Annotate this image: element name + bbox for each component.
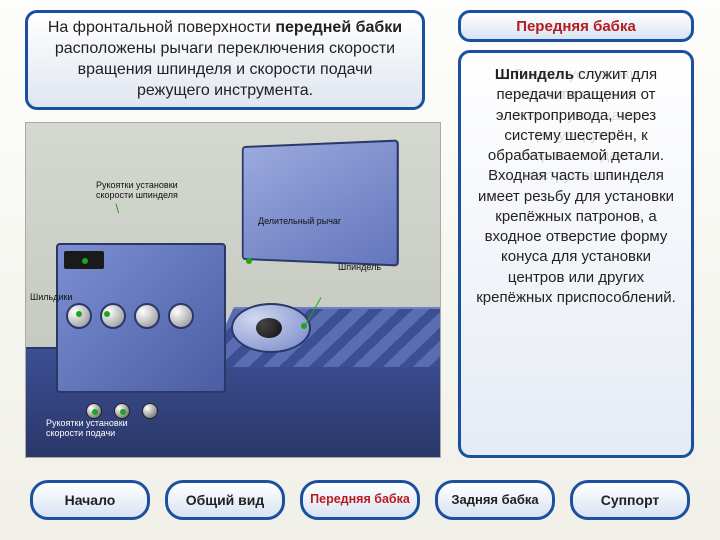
callout-spindle-speed-handles: Рукоятки установки скорости шпинделя	[96, 181, 178, 201]
description-box: Рычаги установкискорости подачи -этими р…	[458, 50, 694, 458]
callout-dot	[120, 409, 126, 415]
upper-cabinet	[242, 139, 399, 266]
callout-dot	[92, 409, 98, 415]
spindle-hole	[256, 318, 282, 338]
callout-dot	[76, 311, 82, 317]
callout-line	[116, 203, 120, 213]
callout-dot	[246, 258, 252, 264]
dial	[134, 303, 160, 329]
description-front: Шпиндель служит для передачи вращения от…	[475, 65, 677, 308]
nav-btn-tailstock[interactable]: Задняя бабка	[435, 480, 555, 520]
nav-btn-headstock[interactable]: Передняя бабка	[300, 480, 420, 520]
spindle-speed-dials	[66, 303, 194, 329]
handle	[142, 403, 158, 419]
lathe-diagram: Рукоятки установки скорости шпинделя Дел…	[25, 122, 441, 458]
bottom-nav: Начало Общий вид Передняя бабка Задняя б…	[0, 480, 720, 520]
callout-spindle: Шпиндель	[338, 263, 381, 273]
nav-btn-start[interactable]: Начало	[30, 480, 150, 520]
nav-btn-overview[interactable]: Общий вид	[165, 480, 285, 520]
callout-dot	[82, 258, 88, 264]
callout-indexing-lever: Делительный рычаг	[258, 217, 341, 227]
intro-box: На фронтальной поверхности передней бабк…	[25, 10, 425, 110]
callout-nameplates: Шильдики	[30, 293, 72, 303]
section-title-box: Передняя бабка	[458, 10, 694, 42]
section-title: Передняя бабка	[516, 18, 636, 35]
dial	[168, 303, 194, 329]
callout-feed-speed-handles: Рукоятки установки скорости подачи	[46, 419, 128, 439]
callout-dot	[104, 311, 110, 317]
intro-text: На фронтальной поверхности передней бабк…	[46, 18, 404, 101]
nav-btn-carriage[interactable]: Суппорт	[570, 480, 690, 520]
